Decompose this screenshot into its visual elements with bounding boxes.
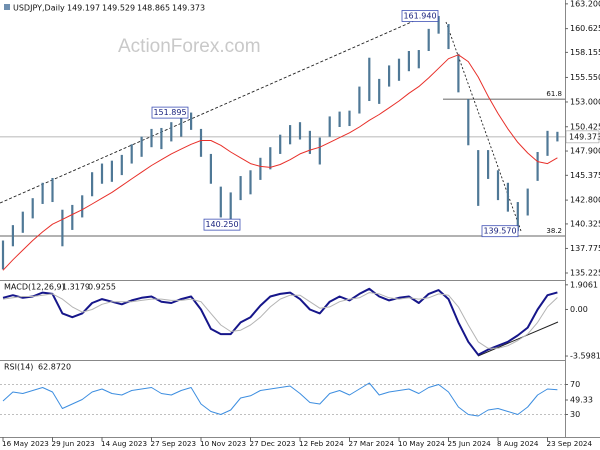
y-tick-label: 1.9061 xyxy=(570,280,598,289)
annotation-label: 140.250 xyxy=(205,220,238,229)
trend-line xyxy=(0,12,433,204)
annotation-box xyxy=(203,218,241,231)
series-line xyxy=(2,292,558,349)
last-price-label: 149.373 xyxy=(569,132,600,141)
header: USDJPY,Daily 149.197 149.529 148.865 149… xyxy=(13,4,205,13)
y-tick-label: 153.000 xyxy=(570,97,600,106)
symbol-icon xyxy=(4,4,10,10)
x-tick-label: 27 Dec 2023 xyxy=(250,439,296,448)
annotation-label: 161.940 xyxy=(403,11,436,20)
rsi-value: 62.8720 xyxy=(38,363,71,372)
macd-title: MACD(12,26,9) xyxy=(4,283,65,292)
y-tick-label: 70 xyxy=(570,380,580,389)
x-tick-label: 16 May 2023 xyxy=(2,439,49,448)
x-tick-label: 29 Jun 2023 xyxy=(52,439,95,448)
y-tick-label: 145.375 xyxy=(570,171,600,180)
low: 148.865 xyxy=(137,4,170,13)
signal-value: 0.9255 xyxy=(88,283,116,292)
fib-label: 38.2 xyxy=(546,227,562,235)
y-tick-label: -3.5981 xyxy=(570,352,600,361)
y-tick-label: 160.625 xyxy=(570,24,600,33)
y-tick-label: 49.33 xyxy=(570,396,593,405)
x-tick-label: 10 May 2024 xyxy=(398,439,445,448)
x-tick-label: 27 Mar 2024 xyxy=(349,439,395,448)
annotation-box xyxy=(401,10,439,22)
y-tick-label: 163.200 xyxy=(570,0,600,8)
y-tick-label: 135.225 xyxy=(570,268,600,277)
macd-trend-line xyxy=(477,321,559,357)
y-tick-label: 147.900 xyxy=(570,147,600,156)
open: 149.197 xyxy=(67,4,100,13)
series-line xyxy=(2,287,558,356)
watermark: ActionForex.com xyxy=(118,36,261,57)
x-tick-label: 23 Sep 2024 xyxy=(547,439,593,448)
annotation-box xyxy=(481,225,519,238)
y-tick-label: 150.425 xyxy=(570,122,600,131)
annotation-box xyxy=(151,106,189,119)
x-tick-label: 14 Aug 2023 xyxy=(101,439,147,448)
y-tick-label: 137.775 xyxy=(570,244,600,253)
y-tick-label: 142.800 xyxy=(570,196,600,205)
high: 149.529 xyxy=(102,4,135,13)
macd-value: 1.3179 xyxy=(62,283,90,292)
y-tick-label: 158.155 xyxy=(570,48,600,57)
close: 149.373 xyxy=(172,4,205,13)
x-tick-label: 10 Nov 2023 xyxy=(200,439,246,448)
y-tick-label: 0.00 xyxy=(570,305,588,314)
last-price-box xyxy=(565,130,600,144)
y-tick-label: 140.325 xyxy=(570,219,600,228)
symbol: USDJPY,Daily xyxy=(13,4,65,13)
x-tick-label: 8 Aug 2024 xyxy=(497,439,539,448)
annotation-label: 151.895 xyxy=(153,108,186,117)
fib-label: 61.8 xyxy=(546,90,562,98)
x-tick-label: 27 Sep 2023 xyxy=(151,439,197,448)
series-line xyxy=(2,54,558,271)
y-tick-label: 155.550 xyxy=(570,73,600,82)
rsi-title: RSI(14) xyxy=(4,363,33,372)
x-tick-label: 12 Feb 2024 xyxy=(299,439,344,448)
series-line xyxy=(2,382,558,417)
x-tick-label: 25 Jun 2024 xyxy=(448,439,492,448)
y-tick-label: 30 xyxy=(570,410,580,419)
annotation-label: 139.570 xyxy=(483,227,516,236)
